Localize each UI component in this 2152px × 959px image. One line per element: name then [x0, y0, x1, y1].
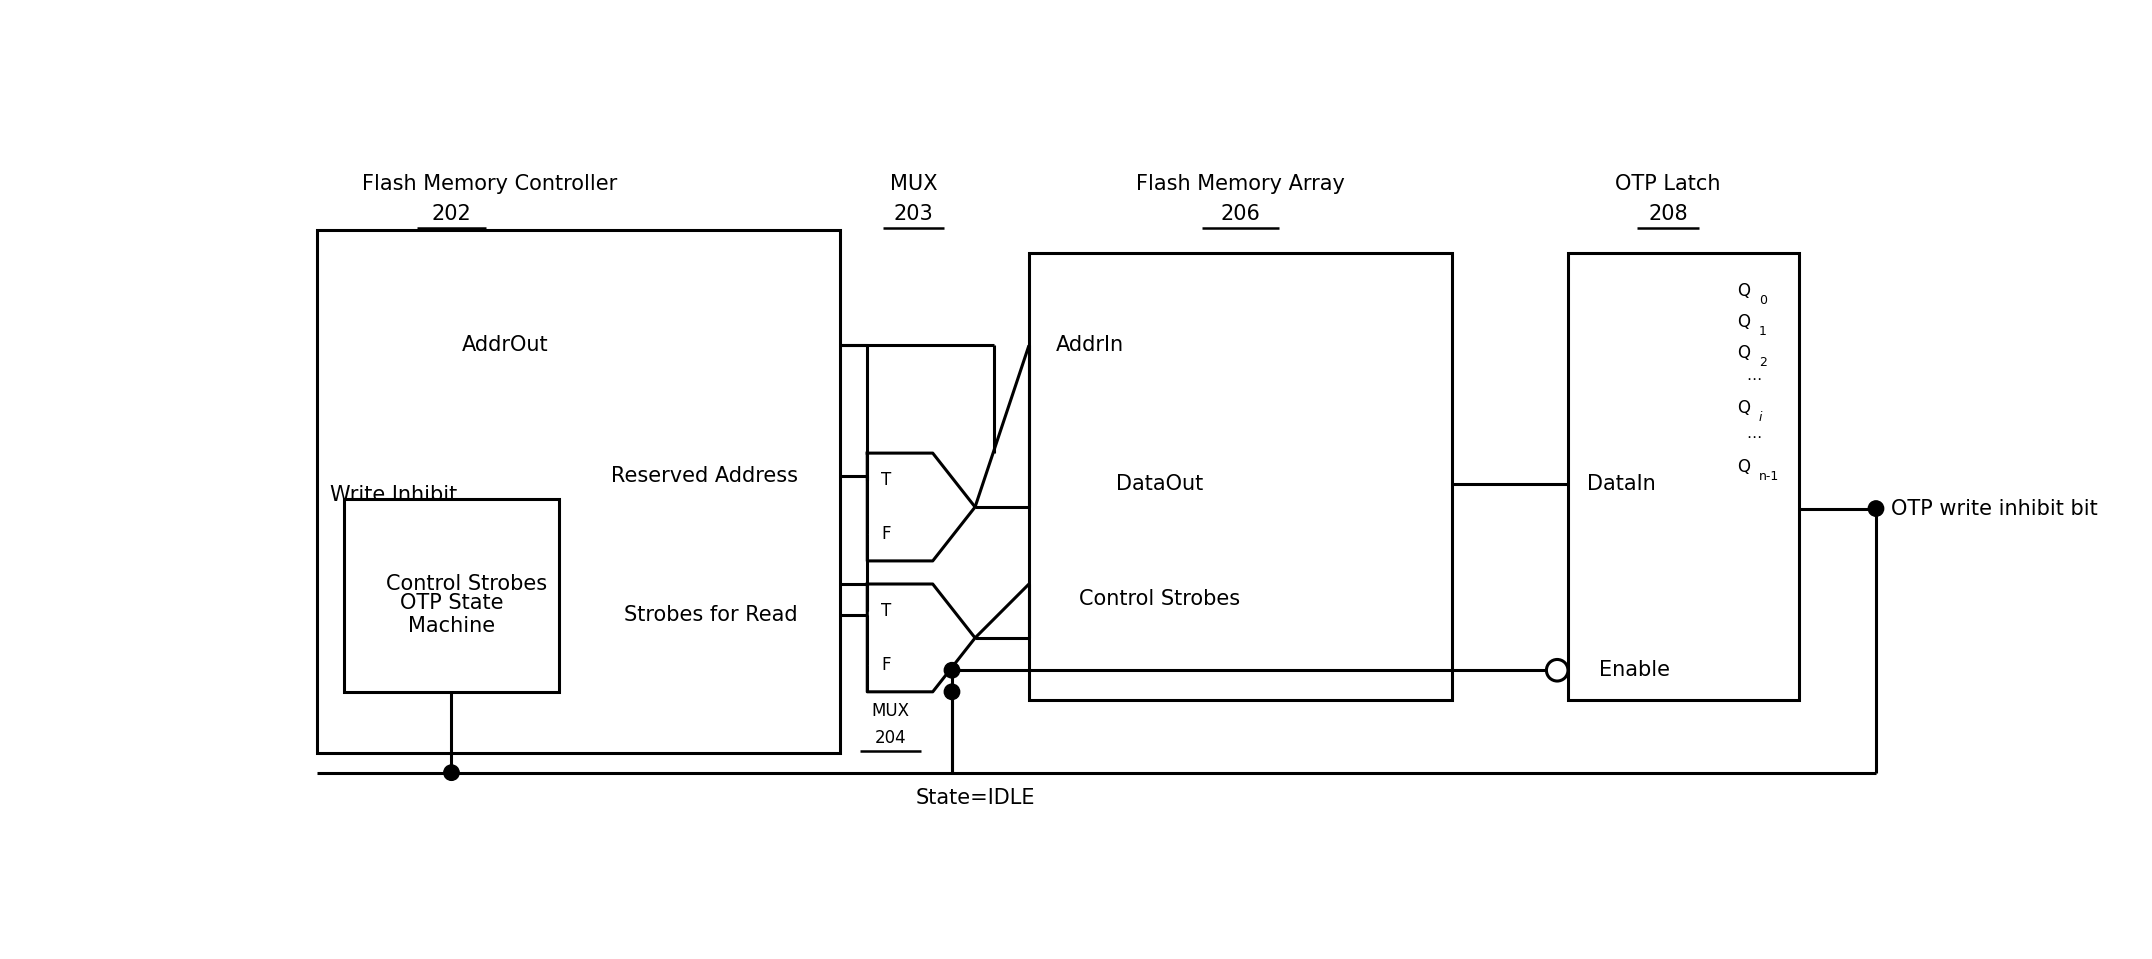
Text: DataIn: DataIn	[1588, 474, 1657, 494]
Circle shape	[443, 765, 458, 781]
Text: Flash Memory Controller: Flash Memory Controller	[362, 174, 618, 194]
Text: AddrOut: AddrOut	[463, 336, 549, 356]
Text: 204: 204	[874, 729, 906, 747]
Text: Control Strobes: Control Strobes	[1080, 590, 1240, 609]
Text: i: i	[1758, 411, 1762, 424]
Text: 203: 203	[893, 204, 934, 224]
Text: Q: Q	[1737, 314, 1750, 331]
Circle shape	[945, 663, 960, 678]
Text: Q: Q	[1737, 282, 1750, 300]
Circle shape	[945, 684, 960, 699]
Text: ⋯: ⋯	[1747, 431, 1762, 445]
Text: State=IDLE: State=IDLE	[915, 788, 1035, 808]
Text: n-1: n-1	[1758, 470, 1780, 482]
Text: OTP State
Machine: OTP State Machine	[400, 594, 504, 637]
Circle shape	[1868, 501, 1883, 516]
Text: Enable: Enable	[1599, 660, 1670, 680]
Text: Write Inhibit: Write Inhibit	[329, 485, 458, 505]
Text: 2: 2	[1758, 356, 1767, 369]
Bar	[1029, 253, 1453, 699]
Text: 1: 1	[1758, 325, 1767, 338]
Text: OTP write inhibit bit: OTP write inhibit bit	[1892, 499, 2098, 519]
Text: F: F	[882, 525, 891, 543]
Text: F: F	[882, 656, 891, 674]
Text: T: T	[882, 602, 891, 620]
Text: Q: Q	[1737, 458, 1750, 476]
Bar	[344, 500, 560, 691]
Text: MUX: MUX	[872, 702, 910, 720]
Text: Flash Memory Array: Flash Memory Array	[1136, 174, 1345, 194]
Text: ⋯: ⋯	[1747, 372, 1762, 387]
Text: 202: 202	[433, 204, 471, 224]
Text: 206: 206	[1220, 204, 1261, 224]
Text: Reserved Address: Reserved Address	[611, 466, 798, 486]
Text: 208: 208	[1648, 204, 1687, 224]
Text: Q: Q	[1737, 400, 1750, 417]
Text: AddrIn: AddrIn	[1057, 336, 1123, 356]
Text: 0: 0	[1758, 294, 1767, 307]
Text: DataOut: DataOut	[1117, 474, 1203, 494]
Text: OTP Latch: OTP Latch	[1616, 174, 1722, 194]
Circle shape	[1547, 660, 1569, 681]
Text: Strobes for Read: Strobes for Read	[624, 605, 798, 625]
Text: Q: Q	[1737, 344, 1750, 362]
Text: Control Strobes: Control Strobes	[387, 574, 547, 594]
Text: MUX: MUX	[889, 174, 938, 194]
Text: T: T	[882, 471, 891, 489]
Bar	[1569, 253, 1799, 699]
Bar	[316, 230, 839, 754]
